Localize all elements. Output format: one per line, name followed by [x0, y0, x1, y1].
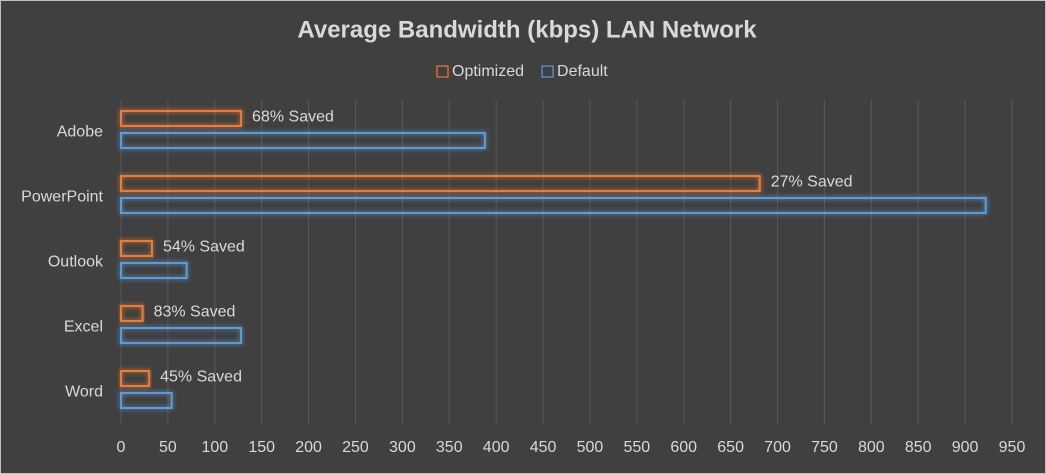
- x-tick-label: 0: [117, 439, 126, 456]
- annotation: 68% Saved: [252, 109, 334, 126]
- x-tick-label: 600: [670, 439, 697, 456]
- bar: [120, 240, 153, 257]
- legend-label: Default: [557, 63, 608, 80]
- y-tick-label: Word: [65, 384, 103, 401]
- x-tick-label: 800: [858, 439, 885, 456]
- x-tick-label: 150: [248, 439, 275, 456]
- annotation: 54% Saved: [163, 239, 245, 256]
- x-tick-label: 500: [577, 439, 604, 456]
- x-tick-label: 250: [342, 439, 369, 456]
- x-tick-label: 350: [436, 439, 463, 456]
- x-tick-label: 50: [159, 439, 177, 456]
- bar: [120, 327, 243, 344]
- bar: [120, 132, 486, 149]
- annotation: 83% Saved: [154, 304, 236, 321]
- legend-label: Optimized: [452, 63, 524, 80]
- y-tick-label: Excel: [64, 319, 103, 336]
- x-tick-label: 450: [530, 439, 557, 456]
- annotation: 45% Saved: [160, 369, 242, 386]
- y-tick-label: Outlook: [48, 254, 104, 271]
- annotation: 27% Saved: [771, 174, 853, 191]
- x-tick-label: 550: [623, 439, 650, 456]
- y-tick-label: PowerPoint: [21, 189, 103, 206]
- bar: [120, 305, 144, 322]
- legend-swatch: [541, 65, 554, 78]
- x-tick-label: 650: [717, 439, 744, 456]
- x-tick-label: 850: [905, 439, 932, 456]
- bar: [120, 175, 761, 192]
- bar: [120, 110, 243, 127]
- x-tick-label: 200: [295, 439, 322, 456]
- bar: [120, 197, 987, 214]
- x-tick-label: 700: [764, 439, 791, 456]
- chart-title: Average Bandwidth (kbps) LAN Network: [297, 16, 757, 43]
- y-tick-label: Adobe: [57, 124, 103, 141]
- x-tick-label: 300: [389, 439, 416, 456]
- x-tick-label: 950: [999, 439, 1026, 456]
- x-tick-label: 900: [952, 439, 979, 456]
- x-tick-label: 400: [483, 439, 510, 456]
- x-tick-label: 100: [201, 439, 228, 456]
- bar: [120, 392, 173, 409]
- x-tick-label: 750: [811, 439, 838, 456]
- bar: [120, 370, 151, 387]
- bar: [120, 262, 188, 279]
- legend-swatch: [436, 65, 449, 78]
